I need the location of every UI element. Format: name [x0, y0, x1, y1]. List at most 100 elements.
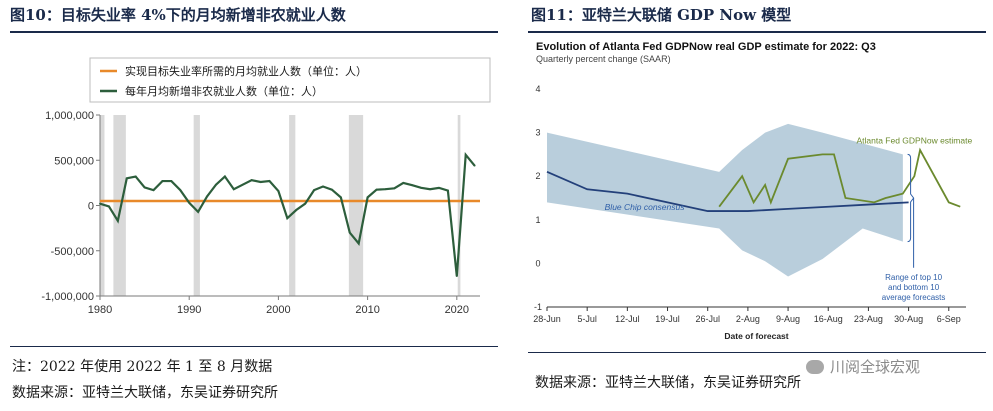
y-tick-label: 2: [535, 171, 540, 181]
annotation-range-label: and bottom 10: [888, 283, 940, 292]
data-point-monthly-jobs: [232, 188, 235, 191]
data-point-monthly-jobs: [152, 189, 155, 192]
y-tick-label: -1: [534, 302, 542, 312]
data-point-monthly-jobs: [125, 177, 128, 180]
data-point-monthly-jobs: [161, 180, 164, 182]
y-tick-label: 3: [535, 128, 540, 138]
y-tick-label: 4: [535, 84, 540, 94]
annotation-brace: [907, 153, 915, 243]
data-point-monthly-jobs: [116, 219, 119, 222]
right-footer-rule: [528, 352, 986, 353]
data-point-monthly-jobs: [348, 231, 351, 234]
data-point-monthly-jobs: [438, 186, 440, 189]
data-point-monthly-jobs: [473, 164, 476, 167]
data-point-monthly-jobs: [179, 189, 182, 192]
recession-band-1: [113, 115, 126, 296]
y-tick-label: 500,000: [54, 155, 94, 167]
data-point-monthly-jobs: [143, 186, 146, 189]
left-chart-title: 图10：目标失业率 4%下的月均新增非农就业人数: [10, 6, 346, 24]
x-tick-label: 1990: [177, 304, 201, 316]
x-axis-title: Date of forecast: [724, 331, 788, 341]
x-tick-label: 6-Sep: [937, 314, 961, 324]
data-point-monthly-jobs: [420, 186, 423, 189]
left-footer-rule: [10, 346, 498, 347]
left-title-rule: [10, 31, 498, 33]
x-tick-label: 28-Jun: [533, 314, 561, 324]
y-tick-label: 1,000,000: [45, 110, 94, 122]
annotation-range-label: average forecasts: [882, 293, 946, 302]
data-point-monthly-jobs: [384, 188, 387, 191]
data-point-monthly-jobs: [455, 275, 458, 277]
data-point-monthly-jobs: [446, 189, 449, 192]
y-tick-label: 0: [88, 201, 94, 213]
left-legend: 实现目标失业率所需的月均就业人数（单位：人） 每年月均新增非农就业人数（单位：人…: [89, 57, 491, 103]
left-chart: -1,000,000 -500,000 0 500,000 1,000,000 1980 1…: [41, 57, 491, 316]
annotation-range-label: Range of top 10: [885, 273, 942, 282]
data-point-monthly-jobs: [134, 175, 137, 178]
right-title-rule: [528, 31, 986, 33]
data-point-monthly-jobs: [357, 242, 360, 245]
x-tick-label: 1980: [88, 304, 112, 316]
series-line-monthly-jobs: [99, 151, 476, 277]
right-chart: Evolution of Atlanta Fed GDPNow real GDP…: [533, 41, 972, 341]
right-inner-subtitle: Quarterly percent change (SAAR): [536, 54, 671, 64]
watermark-text: 川阅全球宏观: [830, 358, 921, 376]
data-point-monthly-jobs: [223, 175, 226, 178]
data-point-monthly-jobs: [411, 184, 414, 187]
x-tick-label: 23-Aug: [854, 314, 883, 324]
data-point-monthly-jobs: [99, 202, 101, 205]
data-point-monthly-jobs: [402, 181, 405, 184]
data-point-monthly-jobs: [295, 209, 298, 211]
x-tick-label: 19-Jul: [655, 314, 680, 324]
y-tick-label: -1,000,000: [41, 291, 94, 303]
data-point-monthly-jobs: [268, 180, 271, 182]
y-tick-label: 0: [535, 258, 540, 268]
annotation-gdpnow: Atlanta Fed GDPNow estimate: [856, 136, 972, 146]
data-point-monthly-jobs: [313, 189, 315, 192]
legend-label-target: 实现目标失业率所需的月均就业人数（单位：人）: [125, 64, 367, 78]
data-point-monthly-jobs: [339, 196, 342, 199]
right-source: 数据来源：亚特兰大联储，东吴证券研究所: [535, 375, 801, 391]
x-tick-label: 16-Aug: [814, 314, 843, 324]
left-source: 数据来源：亚特兰大联储，东吴证券研究所: [12, 385, 278, 401]
recession-band-2: [193, 115, 200, 296]
x-tick-label: 2010: [355, 304, 379, 316]
recession-band-5: [457, 115, 461, 296]
data-point-monthly-jobs: [108, 205, 110, 208]
data-point-monthly-jobs: [197, 210, 200, 213]
recession-band-3: [289, 115, 296, 296]
left-note: 注：2022 年使用 2022 年 1 至 8 月数据: [12, 359, 273, 375]
annotation-blue-chip: Blue Chip consensus: [605, 202, 686, 212]
data-point-monthly-jobs: [277, 190, 280, 192]
data-point-monthly-jobs: [250, 179, 253, 182]
data-point-monthly-jobs: [259, 181, 262, 183]
data-point-monthly-jobs: [375, 188, 378, 191]
legend-box: [89, 57, 491, 103]
data-point-monthly-jobs: [286, 217, 289, 220]
data-point-monthly-jobs: [188, 201, 191, 204]
series-line-blue-chip: [546, 171, 909, 212]
x-tick-label: 2000: [266, 304, 290, 316]
x-tick-label: 9-Aug: [776, 314, 800, 324]
recession-band-4: [348, 115, 364, 296]
x-tick-label: 30-Aug: [894, 314, 923, 324]
watermark: 川阅全球宏观: [806, 356, 920, 377]
data-point-monthly-jobs: [170, 180, 173, 182]
data-point-monthly-jobs: [322, 185, 324, 188]
data-point-monthly-jobs: [366, 196, 369, 199]
data-point-monthly-jobs: [464, 153, 467, 156]
series-line-gdpnow: [718, 147, 961, 208]
data-point-monthly-jobs: [304, 202, 307, 205]
y-tick-label: 1: [535, 215, 540, 225]
y-tick-label: -500,000: [51, 246, 94, 258]
data-point-monthly-jobs: [215, 183, 217, 186]
data-point-monthly-jobs: [393, 187, 396, 190]
x-tick-label: 2020: [445, 304, 469, 316]
x-tick-label: 2-Aug: [736, 314, 760, 324]
data-point-monthly-jobs: [206, 195, 208, 198]
x-tick-label: 5-Jul: [577, 314, 597, 324]
data-point-monthly-jobs: [331, 188, 333, 191]
x-tick-label: 12-Jul: [615, 314, 640, 324]
data-point-monthly-jobs: [429, 188, 431, 191]
legend-label-jobs: 每年月均新增非农就业人数（单位：人）: [125, 84, 323, 98]
